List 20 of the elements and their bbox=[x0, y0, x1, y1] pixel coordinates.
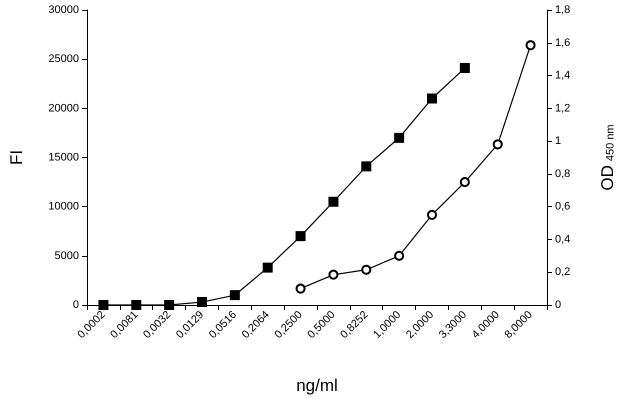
y2-tick-label: 0,2 bbox=[555, 266, 570, 278]
y2-tick-label: 0,6 bbox=[555, 200, 570, 213]
y-tick-label: 15000 bbox=[48, 152, 79, 164]
y-tick-label: 0 bbox=[72, 299, 79, 311]
y2-tick-label: 1 bbox=[555, 135, 562, 148]
y2-tick-label: 0,4 bbox=[555, 233, 570, 246]
y2-tick-label: 1,8 bbox=[555, 4, 570, 16]
y2-tick-label: 1,6 bbox=[555, 36, 570, 49]
y2-tick-label: 1,2 bbox=[555, 102, 570, 114]
y-tick-label: 5000 bbox=[54, 250, 79, 262]
y2-tick-label: 0 bbox=[555, 299, 562, 311]
y-tick-label: 10000 bbox=[48, 200, 79, 213]
x-axis-title: ng/ml bbox=[296, 376, 338, 395]
y-tick-label: 20000 bbox=[48, 102, 79, 114]
y-tick-label: 25000 bbox=[48, 53, 79, 66]
y2-tick-label: 0,8 bbox=[555, 168, 570, 180]
y-axis-title: FI bbox=[7, 150, 26, 166]
y2-axis-title: OD450 nm bbox=[598, 124, 617, 191]
y2-tick-label: 1,4 bbox=[555, 70, 570, 82]
y-tick-label: 30000 bbox=[48, 4, 79, 16]
